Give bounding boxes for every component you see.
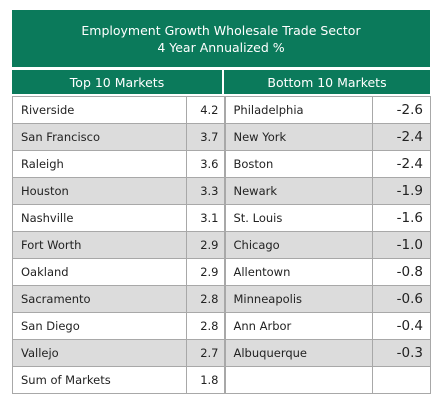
bottom-market-name: Chicago — [223, 231, 373, 259]
bottom-market-name: Philadelphia — [223, 96, 373, 124]
bottom-market-value: -0.3 — [372, 339, 431, 367]
top-market-name: Raleigh — [12, 150, 187, 178]
column-headers: Top 10 Markets Bottom 10 Markets — [12, 70, 430, 96]
top-market-value: 2.8 — [186, 312, 225, 340]
bottom-market-value: -0.8 — [372, 258, 431, 286]
top-market-name: Sacramento — [12, 285, 187, 313]
top-market-value: 2.7 — [186, 339, 225, 367]
top-market-name: San Diego — [12, 312, 187, 340]
table-row: Riverside 4.2 Philadelphia -2.6 — [12, 96, 431, 124]
bottom-market-name: New York — [223, 123, 373, 151]
top-market-value: 3.1 — [186, 204, 225, 232]
bottom-market-name: Minneapolis — [223, 285, 373, 313]
bottom-markets-header: Bottom 10 Markets — [267, 74, 387, 90]
top-market-value: 3.3 — [186, 177, 225, 205]
title-line-1: Employment Growth Wholesale Trade Sector — [81, 23, 361, 38]
markets-table: Riverside 4.2 Philadelphia -2.6 San Francisc… — [12, 96, 431, 394]
top-market-value: 1.8 — [186, 366, 225, 394]
top-market-value: 2.8 — [186, 285, 225, 313]
table-row: San Diego 2.8 Ann Arbor -0.4 — [12, 312, 431, 340]
table-row: San Francisco 3.7 New York -2.4 — [12, 123, 431, 151]
top-market-name: Oakland — [12, 258, 187, 286]
bottom-market-value: -2.4 — [372, 123, 431, 151]
table-row: Fort Worth 2.9 Chicago -1.0 — [12, 231, 431, 259]
top-market-name: Nashville — [12, 204, 187, 232]
top-market-name: Riverside — [12, 96, 187, 124]
table-title: Employment Growth Wholesale Trade Sector… — [12, 10, 430, 70]
top-market-value: 2.9 — [186, 231, 225, 259]
top-market-name: San Francisco — [12, 123, 187, 151]
top-market-name: Sum of Markets — [12, 366, 187, 394]
bottom-market-name — [223, 366, 373, 394]
top-market-value: 3.6 — [186, 150, 225, 178]
bottom-market-name: Newark — [223, 177, 373, 205]
bottom-market-value: -2.4 — [372, 150, 431, 178]
table-row: Houston 3.3 Newark -1.9 — [12, 177, 431, 205]
bottom-market-value: -1.0 — [372, 231, 431, 259]
bottom-market-value — [372, 366, 431, 394]
top-market-name: Vallejo — [12, 339, 187, 367]
top-market-name: Fort Worth — [12, 231, 187, 259]
bottom-market-name: Albuquerque — [223, 339, 373, 367]
table-row: Oakland 2.9 Allentown -0.8 — [12, 258, 431, 286]
employment-growth-table-figure: Employment Growth Wholesale Trade Sector… — [12, 10, 431, 394]
table-row: Raleigh 3.6 Boston -2.4 — [12, 150, 431, 178]
top-market-value: 4.2 — [186, 96, 225, 124]
bottom-market-name: St. Louis — [223, 204, 373, 232]
bottom-market-name: Allentown — [223, 258, 373, 286]
top-markets-header: Top 10 Markets — [12, 70, 224, 94]
title-line-2: 4 Year Annualized % — [157, 40, 285, 55]
bottom-market-name: Ann Arbor — [223, 312, 373, 340]
table-row: Sacramento 2.8 Minneapolis -0.6 — [12, 285, 431, 313]
table-row: Vallejo 2.7 Albuquerque -0.3 — [12, 339, 431, 367]
bottom-market-value: -2.6 — [372, 96, 431, 124]
bottom-market-name: Boston — [223, 150, 373, 178]
top-market-value: 2.9 — [186, 258, 225, 286]
top-market-value: 3.7 — [186, 123, 225, 151]
top-market-name: Houston — [12, 177, 187, 205]
bottom-market-value: -1.6 — [372, 204, 431, 232]
table-row: Nashville 3.1 St. Louis -1.6 — [12, 204, 431, 232]
bottom-market-value: -1.9 — [372, 177, 431, 205]
table-row: Sum of Markets 1.8 — [12, 366, 431, 394]
bottom-market-value: -0.4 — [372, 312, 431, 340]
bottom-market-value: -0.6 — [372, 285, 431, 313]
